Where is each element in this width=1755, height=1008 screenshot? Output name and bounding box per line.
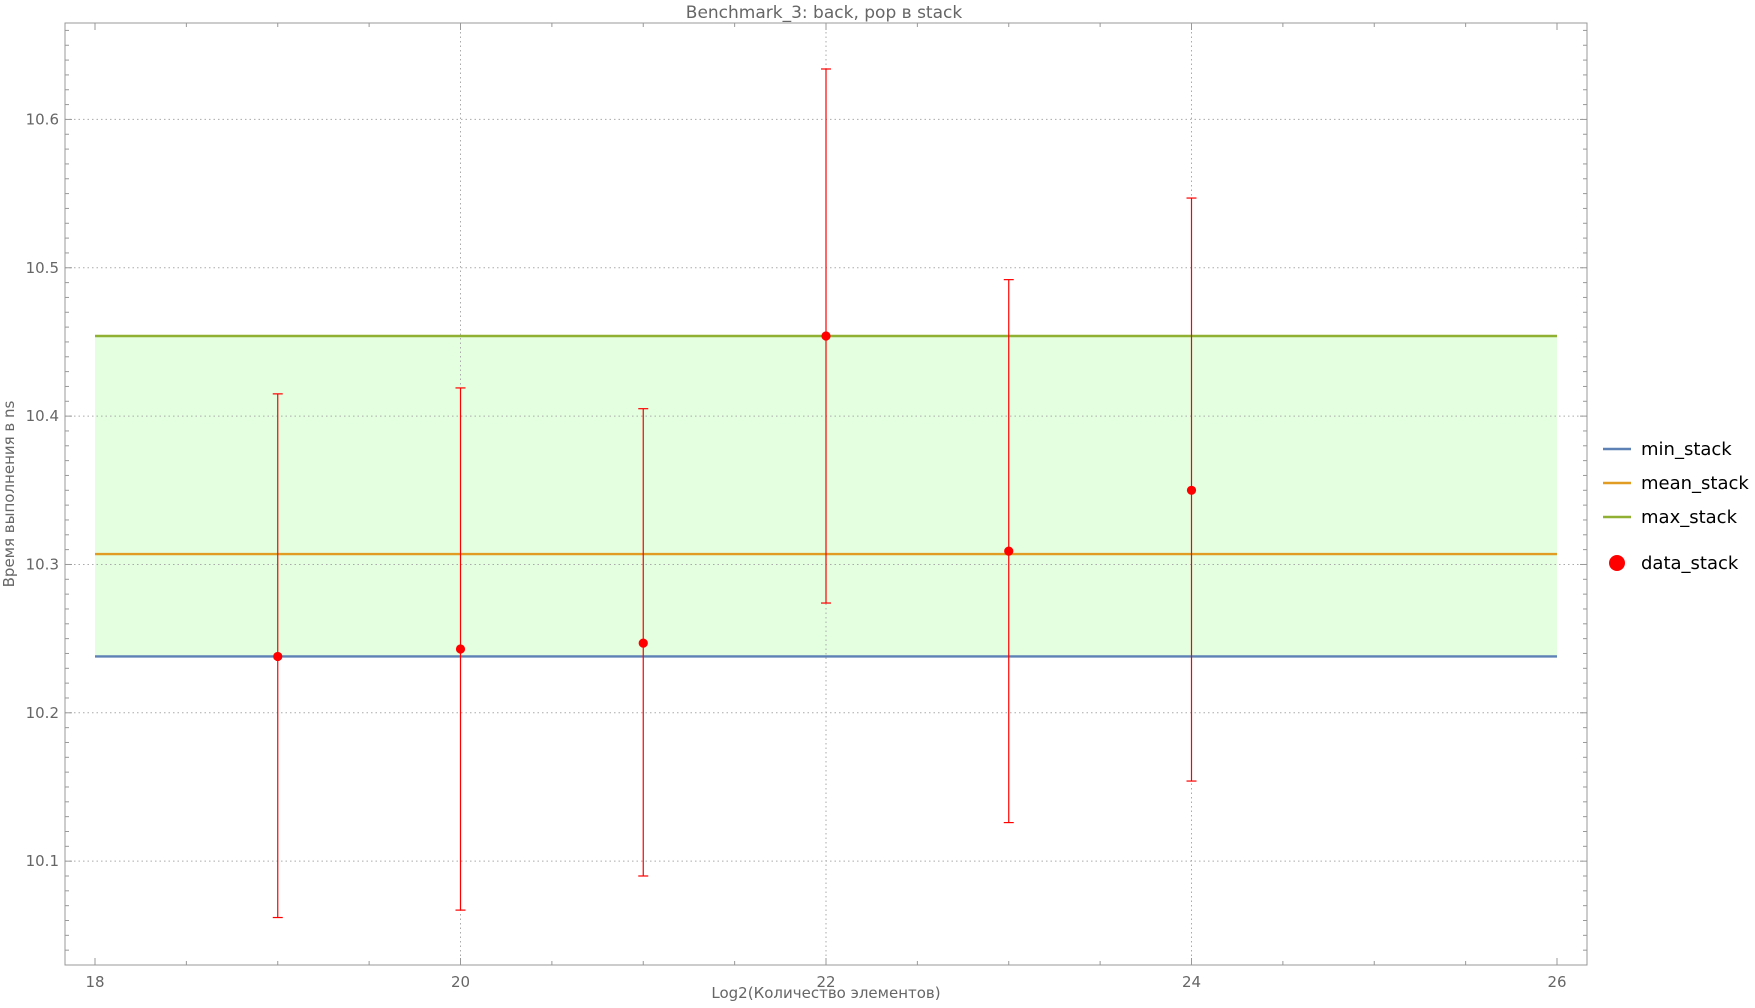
data-point-group (821, 68, 831, 604)
y-tick-label: 10.6 (26, 110, 59, 128)
y-axis-label: Время выполнения в ns (0, 400, 18, 587)
y-tick-label: 10.3 (26, 555, 59, 573)
legend-swatch-data_stack (1609, 555, 1625, 571)
x-axis-label: Log2(Количество элементов) (711, 984, 940, 1002)
legend: min_stack mean_stack max_stack data_stack (1603, 439, 1749, 574)
data-point-group (455, 387, 466, 911)
y-tick-label: 10.1 (26, 852, 59, 870)
chart-title: Benchmark_3: back, pop в stack (686, 3, 963, 23)
data-point (1004, 546, 1014, 556)
data-point (638, 638, 648, 648)
data-points (272, 68, 1197, 919)
data-point-group (1003, 279, 1014, 824)
data-point (821, 331, 831, 341)
x-tick-label: 20 (451, 973, 470, 991)
x-tick-label: 18 (85, 973, 104, 991)
legend-label-data_stack: data_stack (1641, 553, 1739, 574)
x-tick-label: 22 (816, 973, 835, 991)
axis-ticks: 18 20 22 24 26 10.1 10.2 10.3 10.4 10.5 10.6 (26, 23, 1587, 991)
y-tick-label: 10.2 (26, 704, 59, 722)
data-point (1186, 485, 1197, 495)
data-point-group (1186, 197, 1197, 782)
legend-label-mean_stack: mean_stack (1641, 473, 1749, 494)
x-tick-label: 24 (1182, 973, 1201, 991)
data-point (273, 651, 283, 662)
x-tick-label: 26 (1547, 973, 1566, 991)
y-tick-label: 10.5 (26, 259, 59, 277)
y-tick-label: 10.4 (26, 407, 59, 425)
legend-label-max_stack: max_stack (1641, 507, 1738, 528)
data-point-group (272, 393, 283, 919)
legend-label-min_stack: min_stack (1641, 439, 1732, 460)
data-point-group (638, 408, 649, 877)
data-point (455, 644, 466, 654)
